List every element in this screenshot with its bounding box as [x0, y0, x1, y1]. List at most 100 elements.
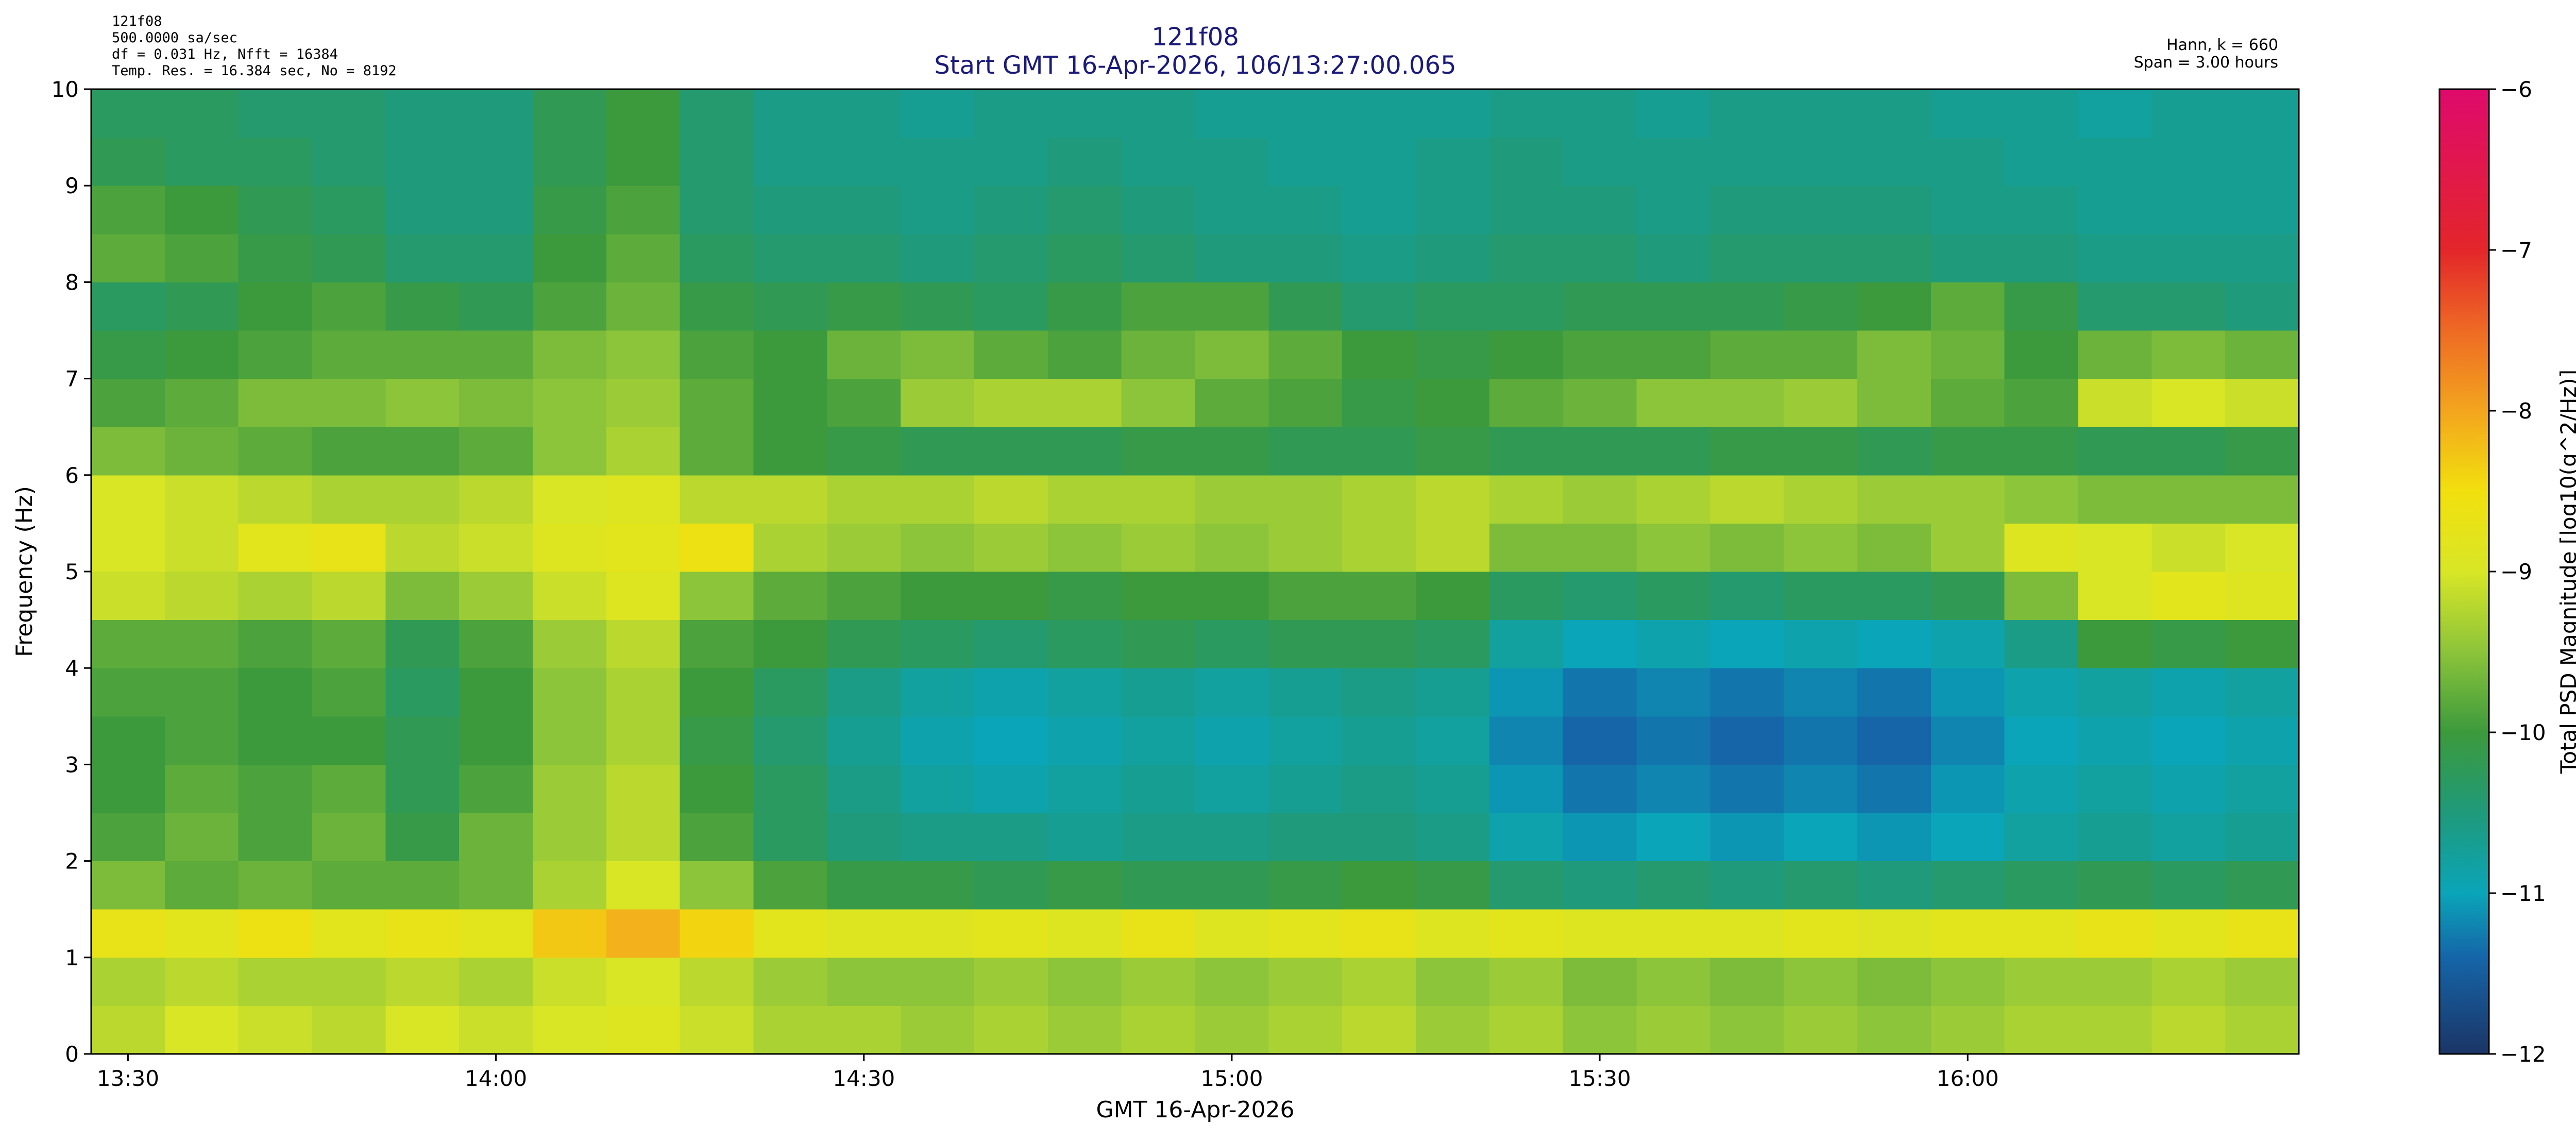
heat-cell: [1121, 233, 1195, 282]
heat-cell: [2225, 813, 2299, 862]
heat-cell: [974, 909, 1048, 958]
heat-cell: [753, 186, 827, 234]
heat-cell: [1416, 764, 1490, 813]
heat-cell: [385, 427, 460, 476]
heat-cell: [385, 330, 460, 379]
heat-cell: [533, 137, 607, 186]
heat-cell: [2004, 378, 2078, 427]
heat-cell: [2225, 1005, 2299, 1054]
colorbar-tick-label: −12: [2500, 1042, 2546, 1067]
heat-cell: [2004, 89, 2078, 138]
heat-cell: [753, 427, 827, 476]
heat-cell: [1857, 813, 1931, 862]
heat-cell: [1784, 330, 1858, 379]
heat-cell: [164, 861, 239, 910]
y-tick-label: 5: [65, 559, 79, 584]
heat-cell: [901, 813, 975, 862]
heat-cell: [1268, 1005, 1343, 1054]
heat-cell: [2151, 233, 2226, 282]
colorbar-tick-label: −11: [2500, 881, 2546, 906]
heat-cell: [1268, 475, 1343, 524]
heat-cell: [2225, 619, 2299, 668]
heat-cell: [533, 475, 607, 524]
heat-cell: [1784, 378, 1858, 427]
heat-cell: [164, 716, 239, 765]
heat-cell: [1563, 716, 1637, 765]
heat-cell: [1195, 909, 1269, 958]
heat-cell: [1857, 1005, 1931, 1054]
heat-cell: [459, 137, 533, 186]
heat-cell: [1268, 668, 1343, 717]
heat-cell: [1784, 619, 1858, 668]
heat-cell: [533, 427, 607, 476]
heat-cell: [1710, 668, 1784, 717]
heat-cell: [2004, 572, 2078, 621]
heat-cell: [1268, 378, 1343, 427]
heat-cell: [827, 475, 901, 524]
heat-cell: [974, 378, 1048, 427]
heat-cell: [974, 716, 1048, 765]
heat-cell: [312, 378, 386, 427]
heat-cell: [2151, 957, 2226, 1006]
heat-cell: [1342, 1005, 1416, 1054]
heat-cell: [164, 427, 239, 476]
heat-cell: [1489, 427, 1564, 476]
heat-cell: [1930, 1005, 2005, 1054]
heat-cell: [901, 186, 975, 234]
heat-cell: [1710, 813, 1784, 862]
heat-cell: [1857, 716, 1931, 765]
heat-cell: [1342, 282, 1416, 331]
heat-cell: [680, 668, 754, 717]
heat-cell: [1930, 861, 2005, 910]
heat-cell: [1342, 909, 1416, 958]
heat-cell: [1195, 764, 1269, 813]
heat-cell: [1930, 330, 2005, 379]
heat-cell: [1489, 957, 1564, 1006]
heat-cell: [91, 137, 165, 186]
heat-cell: [1636, 186, 1710, 234]
heat-cell: [385, 764, 460, 813]
heat-cell: [1710, 137, 1784, 186]
heat-cell: [753, 909, 827, 958]
heat-cell: [753, 475, 827, 524]
heat-cell: [1857, 186, 1931, 234]
heat-cell: [1342, 378, 1416, 427]
heat-cell: [2225, 957, 2299, 1006]
heat-cell: [901, 909, 975, 958]
heat-cell: [2078, 233, 2152, 282]
x-tick-label: 16:00: [1937, 1066, 1999, 1091]
heat-cell: [1930, 909, 2005, 958]
heat-cell: [1857, 378, 1931, 427]
heat-cell: [1121, 572, 1195, 621]
heat-cell: [901, 523, 975, 572]
heat-cell: [974, 282, 1048, 331]
heat-cell: [238, 619, 312, 668]
heat-cell: [1857, 137, 1931, 186]
heat-cell: [2004, 330, 2078, 379]
heat-cell: [2078, 137, 2152, 186]
header-note: 121f08: [112, 13, 162, 29]
heat-cell: [91, 957, 165, 1006]
heat-cell: [606, 523, 681, 572]
heat-cell: [1489, 475, 1564, 524]
heat-cell: [312, 572, 386, 621]
heat-cell: [1930, 619, 2005, 668]
heat-cell: [827, 572, 901, 621]
heat-cell: [533, 764, 607, 813]
heat-cell: [606, 282, 681, 331]
heat-cell: [1416, 813, 1490, 862]
heat-cell: [1563, 137, 1637, 186]
heat-cell: [1710, 764, 1784, 813]
heat-cell: [827, 378, 901, 427]
heat-cell: [1563, 619, 1637, 668]
heat-cell: [164, 378, 239, 427]
heat-cell: [2151, 909, 2226, 958]
heatmap: [91, 89, 2299, 1054]
heat-cell: [1930, 233, 2005, 282]
heat-cell: [91, 909, 165, 958]
heat-cell: [1195, 378, 1269, 427]
heat-cell: [901, 572, 975, 621]
heat-cell: [91, 572, 165, 621]
heat-cell: [1268, 572, 1343, 621]
heat-cell: [91, 89, 165, 138]
